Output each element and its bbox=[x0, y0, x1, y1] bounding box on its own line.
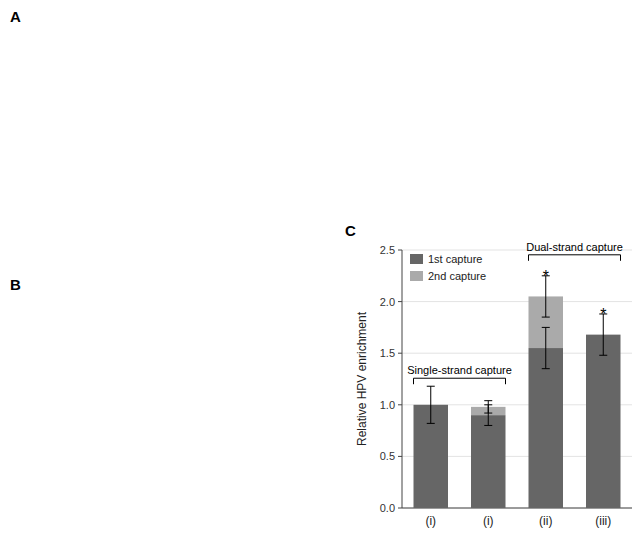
error-cap bbox=[427, 423, 435, 424]
grid-line bbox=[402, 301, 632, 302]
y-tick-label: 1.5 bbox=[380, 347, 395, 359]
panel-label: C bbox=[345, 222, 356, 239]
x-tick-label: (iii) bbox=[595, 514, 611, 528]
error-cap bbox=[542, 368, 550, 369]
y-tick bbox=[398, 301, 402, 302]
y-tick bbox=[398, 456, 402, 457]
error-cap bbox=[427, 386, 435, 387]
panel-label: A bbox=[10, 8, 21, 25]
bracket-line bbox=[414, 378, 506, 384]
legend-swatch bbox=[410, 254, 423, 264]
error-cap bbox=[542, 327, 550, 328]
chart: A B C 0.0 0.5 1.0 1.5 2.0 2.5 Relative HPV enrich… bbox=[0, 0, 643, 556]
y-tick-label: 1.0 bbox=[380, 399, 395, 411]
error-bar bbox=[542, 327, 550, 368]
significance-marker: * bbox=[543, 268, 549, 285]
y-tick bbox=[398, 508, 402, 509]
bar bbox=[529, 348, 564, 508]
x-tick-label: (i) bbox=[483, 514, 494, 528]
bar bbox=[586, 335, 621, 508]
error-cap bbox=[542, 317, 550, 318]
y-axis-label: Relative HPV enrichment bbox=[355, 311, 369, 446]
significance-marker: * bbox=[600, 306, 606, 323]
y-tick bbox=[398, 353, 402, 354]
bar bbox=[471, 415, 506, 508]
error-cap bbox=[484, 400, 492, 401]
error-bar bbox=[484, 401, 492, 413]
error-cap bbox=[484, 413, 492, 414]
y-tick-label: 0.5 bbox=[380, 450, 395, 462]
y-tick bbox=[398, 250, 402, 251]
y-tick-label: 0.0 bbox=[380, 502, 395, 514]
legend: 1st capture 2nd capture bbox=[410, 253, 486, 282]
bracket: Single-strand capture bbox=[407, 364, 512, 384]
error-cap bbox=[599, 355, 607, 356]
legend-swatch bbox=[410, 271, 423, 281]
error-line bbox=[545, 327, 546, 368]
panel-label: B bbox=[10, 276, 21, 293]
bars bbox=[414, 296, 621, 508]
x-tick-label: (ii) bbox=[539, 514, 552, 528]
error-line bbox=[430, 386, 431, 423]
y-tick-label: 2.0 bbox=[380, 296, 395, 308]
bracket-line bbox=[529, 255, 621, 261]
legend-label: 2nd capture bbox=[428, 270, 486, 282]
legend-label: 1st capture bbox=[428, 253, 482, 265]
y-ticks: 0.0 0.5 1.0 1.5 2.0 2.5 bbox=[380, 244, 402, 514]
y-tick-label: 2.5 bbox=[380, 244, 395, 256]
y-axis bbox=[402, 250, 403, 508]
error-bar bbox=[427, 386, 435, 423]
bracket-label: Dual-strand capture bbox=[526, 241, 623, 253]
error-bars bbox=[427, 276, 608, 426]
x-tick-label: (i) bbox=[425, 514, 436, 528]
bracket-label: Single-strand capture bbox=[407, 364, 512, 376]
grid bbox=[402, 250, 632, 508]
error-cap bbox=[484, 425, 492, 426]
bracket: Dual-strand capture bbox=[526, 241, 623, 261]
page: {"chart_data": {"type": "bar", "stacked"… bbox=[0, 0, 643, 556]
error-line bbox=[488, 401, 489, 413]
y-tick bbox=[398, 404, 402, 405]
